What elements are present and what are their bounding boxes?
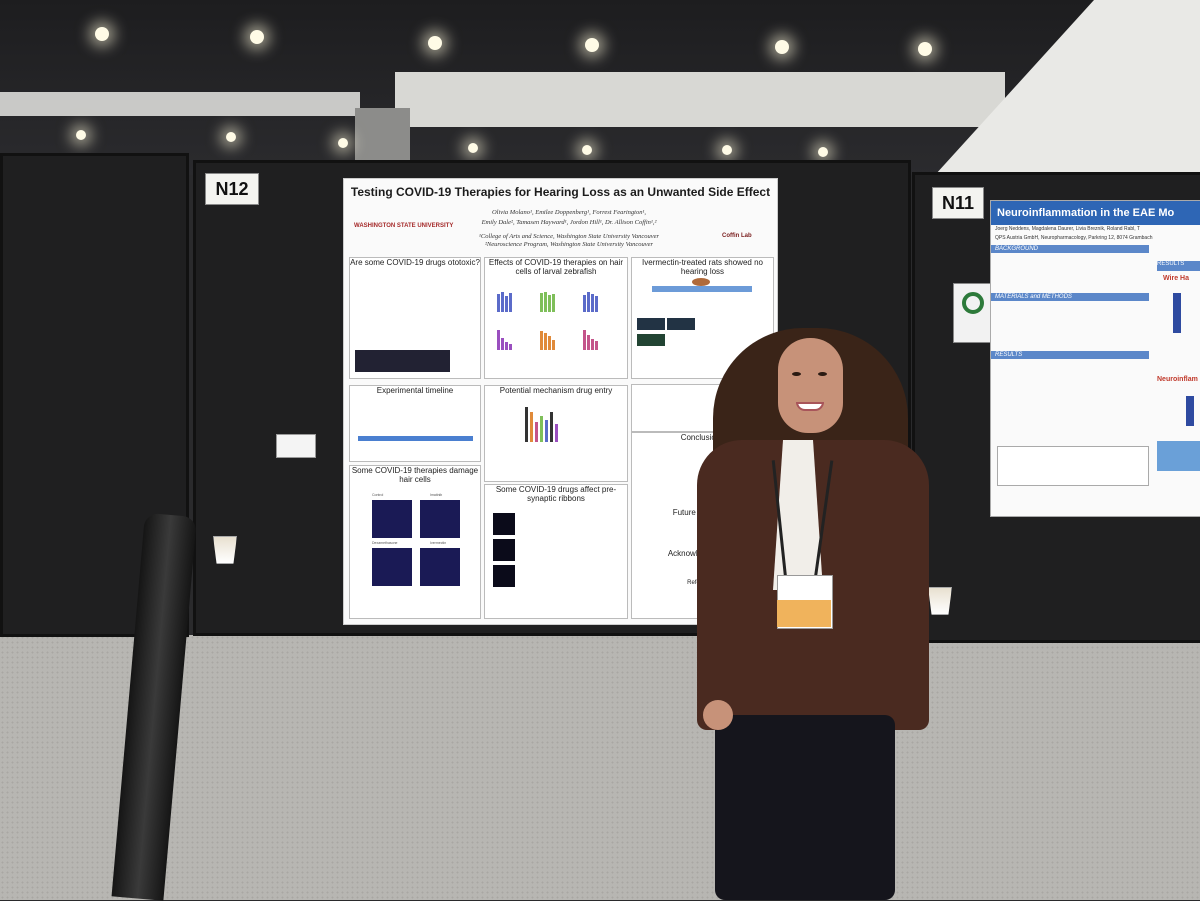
carpet-floor	[0, 635, 1200, 900]
bar-chart	[583, 290, 598, 312]
person-legs	[715, 715, 895, 900]
ceiling-light	[585, 38, 599, 52]
label-imatinib: Imatinib	[430, 493, 443, 497]
booth-number-left: N12	[205, 173, 259, 205]
paper-cup	[928, 587, 952, 615]
ceiling-light	[722, 145, 732, 155]
abr-image	[667, 318, 695, 330]
bar-chart	[540, 290, 555, 312]
bar-chart	[540, 328, 555, 350]
neighbor-poster-title: Neuroinflammation in the EAE Mo	[991, 201, 1200, 225]
affiliation: ²Neuroscience Program, Washington State …	[484, 241, 654, 248]
person-hand	[703, 700, 733, 730]
side-title: Neuroinflam	[1157, 376, 1198, 383]
bar-chart	[497, 290, 512, 312]
booth-number-right: N11	[932, 187, 984, 219]
business-card-holder	[276, 434, 316, 458]
section-title: Some COVID-19 drugs affect pre-synaptic …	[495, 485, 617, 503]
ceiling-light	[775, 40, 789, 54]
timeline-bar	[358, 436, 473, 441]
line-chart	[997, 446, 1149, 486]
authors-line: Olivia Molano¹, Emilee Doppenberg¹, Forr…	[491, 209, 647, 216]
microscope-image	[420, 500, 460, 538]
rat-icon	[692, 278, 710, 286]
section-body	[991, 301, 1200, 349]
side-title: Wire Ha	[1163, 275, 1190, 282]
side-heading: RESULTS	[1157, 261, 1200, 271]
qr-icon	[962, 292, 984, 314]
paper-cup	[213, 536, 237, 564]
ceiling-beam	[395, 72, 1005, 127]
zebrafish-image	[355, 350, 450, 372]
ceiling-light	[250, 30, 264, 44]
lab-logo: Coffin Lab	[722, 233, 752, 239]
label-dexamethasone: Dexamethasone	[372, 541, 398, 545]
microscope-image	[1157, 441, 1200, 471]
research-poster: Testing COVID-19 Therapies for Hearing L…	[343, 178, 778, 625]
name-badge-strip	[777, 600, 831, 627]
poster-title: Testing COVID-19 Therapies for Hearing L…	[350, 185, 771, 199]
ceiling-light	[95, 27, 109, 41]
smile	[796, 402, 824, 411]
pillar	[355, 108, 410, 163]
abr-image	[637, 334, 665, 346]
ribbon-image	[493, 565, 515, 587]
timeline-bar	[652, 286, 752, 292]
university-logo: WASHINGTON STATE UNIVERSITY	[354, 223, 454, 229]
bar-chart	[583, 328, 598, 350]
section-effects: Effects of COVID-19 therapies on hair ce…	[484, 257, 628, 379]
section-ototoxic: Are some COVID-19 drugs ototoxic?	[349, 257, 481, 379]
neighbor-poster-authors: Joerg Neddens, Magdalena Daurer, Livia B…	[995, 226, 1140, 232]
section-mechanism: Potential mechanism drug entry	[484, 385, 628, 482]
microscope-image	[372, 548, 412, 586]
neighbor-poster: Neuroinflammation in the EAE Mo Joerg Ne…	[990, 200, 1200, 517]
section-title: Are some COVID-19 drugs ototoxic?	[350, 258, 480, 267]
microscope-image	[372, 500, 412, 538]
ceiling-light	[818, 147, 828, 157]
eye	[792, 372, 801, 376]
ceiling-light	[428, 36, 442, 50]
section-title: Potential mechanism drug entry	[499, 386, 613, 395]
microscope-image	[420, 548, 460, 586]
ceiling-light	[76, 130, 86, 140]
ceiling-light	[338, 138, 348, 148]
abr-image	[637, 318, 665, 330]
section-title: Experimental timeline	[376, 386, 454, 395]
section-ribbons: Some COVID-19 drugs affect pre-synaptic …	[484, 484, 628, 619]
qr-code-sign	[953, 283, 993, 343]
section-title: Ivermectin-treated rats showed no hearin…	[642, 258, 763, 276]
authors-line: Emily Dale², Tamasen Hayward¹, Jordon Hi…	[481, 219, 657, 226]
bar-chart	[1173, 293, 1181, 333]
section-body	[991, 253, 1200, 291]
bar-chart	[1186, 396, 1194, 426]
section-text	[350, 267, 480, 277]
affiliation: ¹College of Arts and Science, Washington…	[478, 233, 660, 240]
label-ivermectin: Ivermectin	[430, 541, 447, 545]
bar-chart	[497, 328, 512, 350]
label-control: Control	[372, 493, 384, 497]
ceiling-light	[226, 132, 236, 142]
section-heading: RESULTS	[991, 351, 1149, 359]
ceiling-light	[582, 145, 592, 155]
neighbor-poster-affiliation: QPS Austria GmbH, Neuropharmacology, Par…	[995, 235, 1153, 241]
section-heading: BACKGROUND	[991, 245, 1149, 253]
section-title: Some COVID-19 therapies damage hair cell…	[351, 466, 479, 484]
bar-chart	[525, 404, 558, 442]
ribbon-image	[493, 513, 515, 535]
section-timeline: Experimental timeline	[349, 385, 481, 462]
ribbon-image	[493, 539, 515, 561]
eye	[818, 372, 827, 376]
section-damage: Some COVID-19 therapies damage hair cell…	[349, 465, 481, 619]
ceiling-light	[918, 42, 932, 56]
section-title: Conclusions	[680, 433, 725, 442]
ceiling-beam	[0, 92, 360, 116]
person-face	[778, 338, 843, 433]
ceiling-light	[468, 143, 478, 153]
section-heading: MATERIALS and METHODS	[991, 293, 1149, 301]
section-title: Effects of COVID-19 therapies on hair ce…	[488, 258, 624, 276]
